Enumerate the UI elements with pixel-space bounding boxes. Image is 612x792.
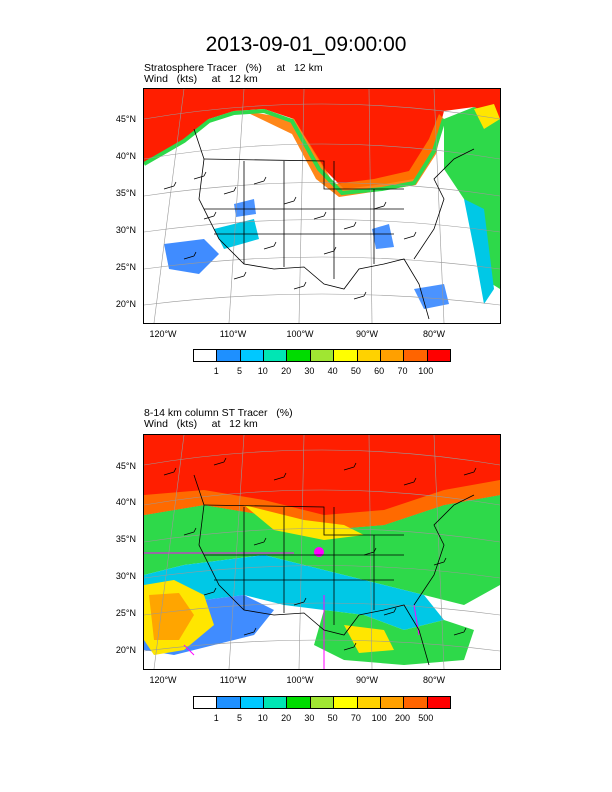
stratosphere-tracer-orange-band [244, 111, 444, 197]
colorbar-label: 70 [350, 713, 361, 723]
panel-2-lat-label: 20°N [115, 645, 136, 655]
main-title: 2013-09-01_09:00:00 [205, 33, 407, 56]
stratosphere-tracer-east-green [444, 107, 500, 289]
colorbar-label: 5 [237, 366, 243, 376]
panel-1-lat-label: 30°N [115, 225, 136, 235]
stratosphere-tracer-green-edge [144, 108, 446, 196]
colorbar-label: 10 [257, 713, 268, 723]
colorbar-label: 50 [350, 366, 361, 376]
colorbar-label: 500 [418, 713, 434, 723]
colorbar-swatch [287, 697, 311, 708]
colorbar-label: 40 [327, 366, 338, 376]
column-tracer-cyan-region [144, 555, 444, 630]
panel-1-lat-label: 35°N [115, 188, 136, 198]
panel-1-title-line2: Wind (kts) at 12 km [144, 73, 258, 85]
colorbar-swatch [404, 697, 428, 708]
panel-1-lon-label: 100°W [286, 329, 314, 339]
panel-2-title-line2: Wind (kts) at 12 km [144, 418, 258, 430]
colorbar-label: 30 [304, 366, 315, 376]
colorbar-label: 10 [257, 366, 268, 376]
colorbar-swatch [310, 697, 335, 708]
colorbar-swatch [427, 697, 450, 708]
colorbar-label: 30 [304, 713, 315, 723]
colorbar-swatch [380, 697, 405, 708]
stratosphere-tracer-high-region [144, 89, 500, 189]
panel-1-lat-label: 45°N [115, 114, 136, 124]
panel-2-graticule [144, 435, 500, 669]
panel-1-wind-barbs [163, 171, 417, 300]
panel-1-map [143, 88, 501, 324]
colorbar-swatch [357, 350, 381, 361]
panel-1-graticule [144, 89, 500, 323]
colorbar-label: 1 [213, 366, 219, 376]
stratosphere-tracer-east-cyan [464, 199, 494, 304]
panel-2-lat-label: 35°N [115, 534, 136, 544]
column-tracer-yellow-southeast [344, 625, 394, 653]
column-tracer-orange-southwest [149, 593, 194, 640]
colorbar-label: 5 [237, 713, 243, 723]
panel-1-lon-label: 120°W [149, 329, 177, 339]
panel-1-colorbar [193, 349, 451, 362]
colorbar-swatch [194, 350, 218, 361]
panel-2-title-line1: 8-14 km column ST Tracer (%) [144, 407, 293, 419]
colorbar-swatch [217, 350, 241, 361]
colorbar-swatch [287, 350, 311, 361]
panel-2-lon-label: 90°W [355, 675, 379, 685]
colorbar-swatch [240, 350, 265, 361]
colorbar-swatch [334, 350, 358, 361]
panel-2-lon-label: 80°W [422, 675, 446, 685]
magenta-hotspot [314, 547, 324, 557]
colorbar-swatch [217, 697, 241, 708]
tracer-blue-patch-east [372, 224, 394, 249]
panel-2-boundaries [193, 474, 475, 666]
colorbar-label: 60 [374, 366, 385, 376]
panel-2-lat-label: 40°N [115, 497, 136, 507]
panel-2-lon-label: 100°W [286, 675, 314, 685]
panel-1-lon-label: 90°W [355, 329, 379, 339]
panel-2-wind-barbs [163, 457, 477, 651]
panel-1-title-line1: Stratosphere Tracer (%) at 12 km [144, 62, 323, 74]
colorbar-label: 70 [397, 366, 408, 376]
colorbar-swatch [357, 697, 381, 708]
colorbar-swatch [264, 697, 288, 708]
panel-2-lon-label: 120°W [149, 675, 177, 685]
stratosphere-tracer-yellow-patch [474, 104, 500, 129]
panel-1-map-graphic [144, 89, 500, 323]
colorbar-label: 100 [371, 713, 387, 723]
colorbar-swatch [194, 697, 218, 708]
panel-1-lat-label: 25°N [115, 262, 136, 272]
colorbar-label: 20 [281, 366, 292, 376]
colorbar-label: 20 [281, 713, 292, 723]
panel-2-map-graphic [144, 435, 500, 669]
colorbar-label: 200 [394, 713, 410, 723]
panel-1-lat-label: 40°N [115, 151, 136, 161]
panel-2-lon-label: 110°W [219, 675, 247, 685]
colorbar-label: 50 [327, 713, 338, 723]
panel-2-lat-label: 45°N [115, 461, 136, 471]
panel-2-lat-label: 30°N [115, 571, 136, 581]
colorbar-swatch [310, 350, 335, 361]
colorbar-label: 1 [213, 713, 219, 723]
colorbar-swatch [380, 350, 405, 361]
colorbar-swatch [240, 697, 265, 708]
colorbar-swatch [404, 350, 428, 361]
panel-1-boundaries [193, 128, 475, 320]
tracer-blue-patch-south [414, 284, 449, 309]
panel-2-lat-label: 25°N [115, 608, 136, 618]
panel-2-map [143, 434, 501, 670]
panel-1-lon-label: 110°W [219, 329, 247, 339]
panel-1-lat-label: 20°N [115, 299, 136, 309]
column-tracer-green-southeast [314, 610, 474, 665]
colorbar-swatch [264, 350, 288, 361]
tracer-blue-patch-central [234, 199, 256, 217]
panel-1-lon-label: 80°W [422, 329, 446, 339]
panel-2-colorbar [193, 696, 451, 709]
colorbar-label: 100 [418, 366, 434, 376]
colorbar-swatch [334, 697, 358, 708]
colorbar-swatch [427, 350, 450, 361]
